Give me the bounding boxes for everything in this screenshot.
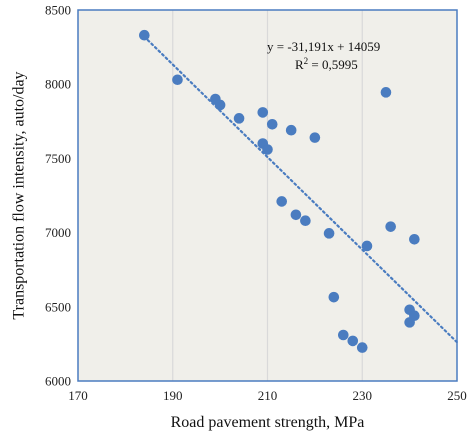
data-point [300, 215, 311, 227]
r-squared-label: R2 = 0,5995 [295, 56, 358, 72]
data-point [323, 228, 335, 239]
data-point [356, 342, 368, 353]
x-tick-label: 170 [68, 388, 88, 403]
data-point [257, 107, 269, 118]
data-point [404, 317, 415, 328]
y-tick-label: 8500 [45, 3, 71, 18]
plot-area-border [77, 9, 458, 382]
data-point [361, 240, 373, 252]
y-tick-label: 7500 [45, 151, 71, 166]
linear-trendline [143, 35, 459, 344]
data-point [380, 87, 392, 98]
data-point [290, 209, 302, 221]
x-axis-tick-labels: 170 190 210 230 250 [68, 388, 467, 403]
data-point [139, 29, 150, 41]
data-point [347, 335, 359, 347]
data-point [172, 74, 183, 86]
data-point [338, 329, 349, 341]
data-point [276, 196, 288, 207]
x-tick-label: 210 [258, 388, 278, 403]
x-tick-label: 230 [353, 388, 373, 403]
data-point [309, 132, 321, 143]
r-squared-superscript: 2 [304, 56, 309, 66]
data-point [262, 144, 273, 155]
data-point [285, 124, 297, 136]
data-point [266, 118, 278, 130]
data-point [233, 113, 245, 124]
y-tick-label: 6000 [45, 374, 71, 389]
y-tick-label: 7000 [45, 225, 71, 240]
data-points [139, 29, 420, 353]
trendline-layer [143, 35, 459, 344]
trendline-equation: y = -31,191x + 14059 [267, 39, 380, 54]
data-point [328, 291, 340, 303]
y-axis-tick-labels: 6000 6500 7000 7500 8000 8500 [45, 3, 71, 389]
r-squared-value: = 0,5995 [308, 57, 358, 72]
y-axis-title: Transportation flow intensity, auto/day [11, 71, 28, 319]
y-tick-label: 8000 [45, 77, 71, 92]
data-point [214, 99, 226, 111]
x-tick-label: 190 [163, 388, 183, 403]
x-tick-label: 250 [447, 388, 467, 403]
y-tick-label: 6500 [45, 299, 71, 314]
data-point [385, 221, 396, 232]
grid-lines [172, 10, 363, 381]
x-axis-title: Road pavement strength, MPa [171, 414, 365, 431]
data-point [409, 233, 420, 245]
r-squared-prefix: R [295, 57, 304, 72]
